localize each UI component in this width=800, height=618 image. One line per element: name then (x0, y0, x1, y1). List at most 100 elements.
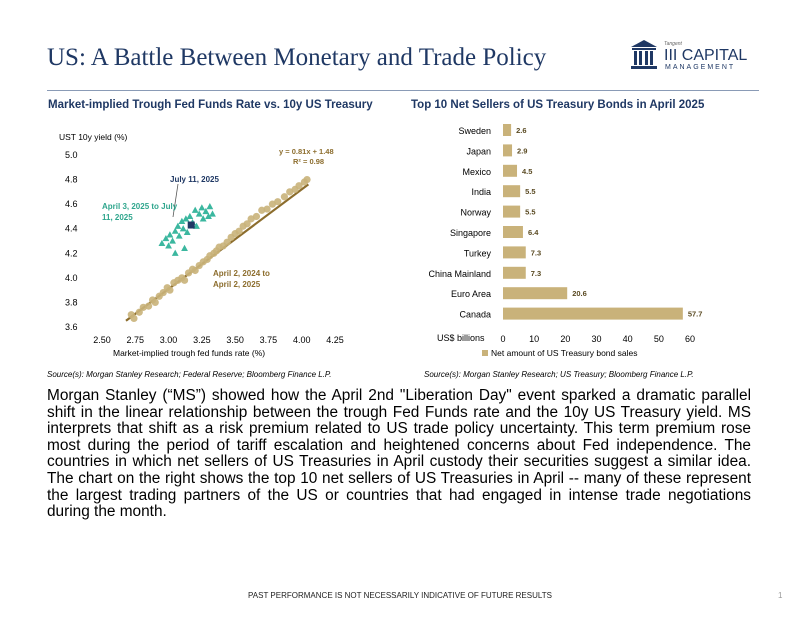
bar-category-label: Mexico (462, 167, 491, 177)
teal-data-point (171, 227, 179, 234)
scatter-x-axis-label: Market-implied trough fed funds rate (%) (113, 348, 265, 358)
highlight-pointer (172, 183, 179, 218)
gold-data-point (295, 182, 303, 190)
gold-data-point (280, 193, 289, 201)
bar (503, 164, 518, 177)
teal-data-point (182, 215, 190, 222)
bar-category-label: Euro Area (451, 289, 491, 299)
teal-data-point (183, 228, 191, 235)
scatter-y-tick: 5.0 (65, 150, 78, 160)
scatter-x-tick: 4.00 (293, 335, 311, 345)
teal-series-label-1: April 3, 2025 to July (102, 202, 178, 211)
gold-data-point (180, 276, 189, 284)
bar-category-label: Japan (466, 146, 491, 156)
gold-data-point (145, 302, 153, 310)
bar-x-tick: 40 (623, 334, 633, 344)
teal-data-point (209, 210, 216, 217)
teal-data-point (198, 204, 206, 211)
page-number: 1 (778, 591, 783, 600)
bar-value-label: 5.5 (525, 208, 535, 217)
gold-data-point (191, 266, 199, 275)
bar-value-label: 7.3 (531, 269, 541, 278)
equation-label: y = 0.81x + 1.48 (279, 147, 334, 156)
bar (503, 287, 568, 300)
bar-value-label: 20.6 (572, 289, 587, 298)
bar-x-axis-label: US$ billions (437, 333, 485, 343)
bar-value-label: 2.9 (517, 146, 527, 155)
scatter-chart-title: Market-implied Trough Fed Funds Rate vs.… (48, 99, 373, 111)
teal-data-point (206, 203, 214, 210)
bar-x-tick: 30 (591, 334, 601, 344)
teal-data-point (178, 217, 186, 224)
bar-category-label: Singapore (450, 228, 491, 238)
teal-data-point (158, 239, 166, 247)
teal-data-point (175, 232, 183, 239)
gold-data-point (135, 308, 143, 316)
bar (503, 124, 512, 136)
bar-category-label: Sweden (458, 126, 491, 136)
bar-category-label: Canada (459, 310, 491, 320)
scatter-chart: UST 10y yield (%) Market-implied trough … (59, 132, 344, 358)
gold-data-point (252, 212, 261, 221)
bar-x-tick: 10 (529, 334, 539, 344)
scatter-x-tick: 4.25 (326, 335, 344, 345)
bar-value-label: 6.4 (528, 228, 539, 237)
bar (503, 266, 526, 279)
teal-data-point (165, 242, 172, 249)
teal-data-point (181, 244, 188, 251)
company-logo: Tangent III CAPITAL MANAGEMENT (630, 39, 760, 73)
bar-value-label: 7.3 (531, 248, 541, 257)
scatter-x-tick: 3.25 (193, 335, 211, 345)
scatter-y-tick: 4.2 (65, 248, 78, 258)
gold-data-point (166, 286, 174, 294)
bar-chart-title: Top 10 Net Sellers of US Treasury Bonds … (411, 99, 705, 111)
teal-data-point (166, 231, 174, 238)
scatter-y-tick: 4.8 (65, 175, 78, 185)
bar-value-label: 4.5 (522, 167, 532, 176)
gold-data-point (243, 220, 251, 228)
teal-data-point (174, 222, 182, 229)
logo-sub-text: MANAGEMENT (665, 64, 735, 71)
teal-data-point (202, 207, 210, 215)
bar (503, 226, 523, 238)
scatter-x-tick: 3.00 (160, 335, 178, 345)
bar (503, 205, 521, 218)
teal-data-point (205, 212, 212, 220)
scatter-y-tick: 4.6 (65, 199, 78, 209)
scatter-y-tick: 4.4 (65, 224, 78, 234)
gold-data-point (263, 205, 271, 213)
page-title: US: A Battle Between Monetary and Trade … (47, 44, 547, 71)
bar-category-label: India (471, 187, 491, 197)
legend-swatch (482, 350, 488, 356)
bar (503, 246, 526, 259)
footer-disclaimer: PAST PERFORMANCE IS NOT NECESSARILY INDI… (248, 591, 552, 600)
body-paragraph: Morgan Stanley (“MS”) showed how the Apr… (47, 387, 751, 521)
teal-data-point (193, 222, 200, 229)
scatter-y-axis-label: UST 10y yield (%) (59, 132, 128, 142)
bar-value-label: 2.6 (516, 126, 526, 135)
bar-x-tick: 60 (685, 334, 695, 344)
bar-chart: Sweden Japan Mexico India Norway Singapore Tur… (428, 124, 703, 358)
gold-data-point (130, 314, 138, 322)
r2-label: R² = 0.98 (293, 157, 324, 166)
teal-series-label-2: 11, 2025 (102, 213, 133, 222)
gold-data-point (159, 289, 167, 297)
bar-x-tick: 50 (654, 334, 664, 344)
gold-series-label-1: April 2, 2024 to (213, 269, 270, 278)
scatter-y-tick: 3.8 (65, 297, 78, 307)
scatter-x-tick: 2.50 (93, 335, 111, 345)
teal-data-point (169, 237, 176, 244)
bar-x-tick: 20 (560, 334, 570, 344)
bar-x-tick: 0 (500, 334, 505, 344)
highlight-point (187, 221, 195, 229)
scatter-x-tick: 3.50 (226, 335, 244, 345)
logo-main-text: III CAPITAL (664, 47, 747, 64)
bar-category-label: Turkey (464, 248, 492, 258)
source-right: Source(s): Morgan Stanley Research; US T… (424, 370, 694, 379)
gold-data-point (151, 298, 159, 307)
teal-data-point (191, 206, 199, 213)
bar-value-label: 57.7 (688, 310, 703, 319)
scatter-y-tick: 4.0 (65, 273, 78, 283)
gold-data-point (235, 227, 243, 235)
gold-data-point (274, 198, 282, 206)
